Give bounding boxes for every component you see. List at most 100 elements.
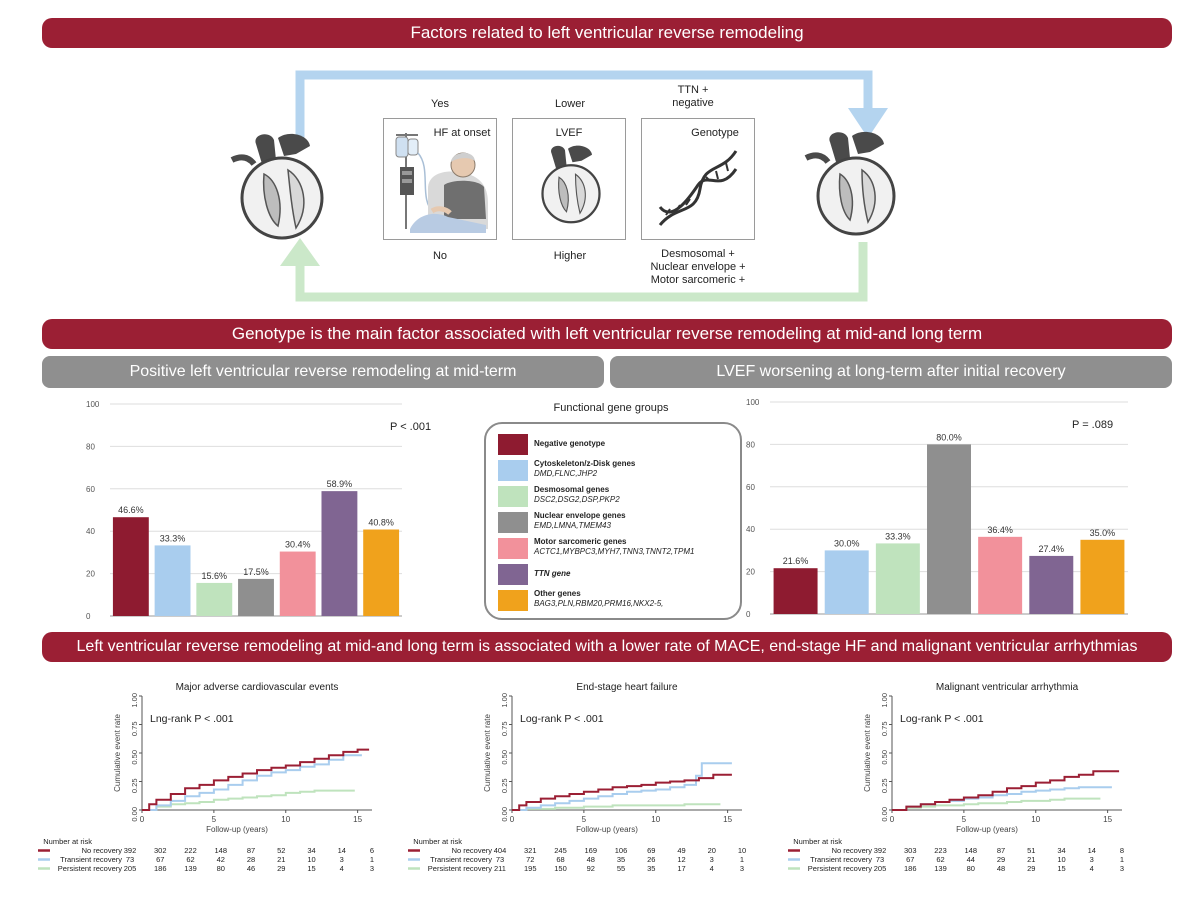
risk-value: 73 [876,855,884,864]
risk-value: 87 [247,846,255,855]
risk-value: 48 [997,864,1005,873]
risk-value: 4 [710,864,714,873]
legend-title: Functional gene groups [553,402,669,414]
risk-value: 3 [710,855,714,864]
km-y-tick-label: 0.50 [880,750,889,765]
risk-value: 4 [340,864,344,873]
km-y-tick-label: 1.00 [500,693,509,708]
legend-item: TTN gene [498,562,738,588]
km-chart-end-stage-hf: End-stage heart failure Log-rank P < .001… [408,682,746,873]
panel-right-title: LVEF worsening at long-term after initia… [610,356,1172,388]
legend-item: Nuclear envelope genes EMD,LMNA,TMEM43 [498,510,738,536]
km-y-tick-label: 0.00 [500,807,509,822]
bar-0 [112,517,149,616]
km-y-tick-label: 0.25 [130,779,139,794]
bar-6 [363,529,400,616]
risk-value: 44 [967,855,975,864]
bar-value-label: 40.8% [368,518,394,528]
hf-bottom-label: No [432,250,448,262]
arrow-worse-path [295,70,873,148]
km-x-tick-label: 10 [651,815,660,824]
genotype-bottom-nuclear: Nuclear envelope + [650,261,746,273]
km-x-tick-label: 15 [1103,815,1112,824]
bar-value-label: 30.4% [285,540,311,550]
legend-genes: EMD,LMNA,TMEM43 [534,521,611,530]
km-logrank: Lng-rank P < .001 [150,713,234,725]
risk-value: 303 [904,846,917,855]
risk-row-name: No recovery [82,846,123,855]
bar-1 [824,550,869,614]
km-x-label: Follow-up (years) [206,825,268,834]
km-title: Malignant ventricular arrhythmia [936,682,1079,693]
bar-value-label: 30.0% [834,538,860,548]
lvef-bottom-label: Higher [553,250,587,262]
y-tick-label: 0 [746,610,751,619]
banner-factors: Factors related to left ventricular reve… [42,18,1172,48]
bar-5 [321,491,358,616]
legend-item: Motor sarcomeric genes ACTC1,MYBPC3,MYH7,… [498,536,738,562]
risk-value: 3 [740,864,744,873]
km-y-tick-label: 0.75 [130,722,139,737]
risk-row-name: Transient recovery [810,855,872,864]
lvef-top-label: Lower [555,98,585,110]
risk-value: 26 [647,855,655,864]
km-title: End-stage heart failure [576,682,678,693]
legend-label: Nuclear envelope genes [534,511,626,520]
km-y-tick-label: 0.75 [880,722,889,737]
km-chart-arrhythmia: Malignant ventricular arrhythmia Log-rank… [788,682,1124,873]
y-tick-label: 40 [746,525,755,534]
risk-value: 6 [370,846,374,855]
genotype-top-label: TTN + negative [672,84,714,109]
arrow-better-head [280,238,320,266]
risk-value: 10 [738,846,746,855]
risk-value: 3 [370,864,374,873]
y-tick-label: 80 [746,440,755,449]
risk-value: 68 [556,855,564,864]
y-tick-label: 20 [86,570,95,579]
bar-chart-left: 100 80 60 40 20 0 46.6% 33.3% 15.6% 17.5% 30.4% 58.… [86,400,431,621]
risk-value: 87 [997,846,1005,855]
risk-row-name: Persistent recovery [58,864,122,873]
bar-value-label: 27.4% [1039,544,1065,554]
y-tick-label: 100 [86,400,100,409]
bar-4 [978,536,1023,614]
km-y-label: Cumulative event rate [113,714,122,792]
risk-value: 148 [964,846,977,855]
risk-value: 14 [1088,846,1096,855]
risk-value: 67 [906,855,914,864]
risk-value: 49 [677,846,685,855]
legend-swatch [498,434,528,455]
heart-lvef-icon [541,145,601,224]
bar-2 [196,582,233,616]
risk-row-name: Persistent recovery [808,864,872,873]
risk-value: 211 [494,864,506,873]
risk-value: 186 [904,864,917,873]
risk-row-name: Transient recovery [430,855,492,864]
km-x-tick-label: 5 [212,815,217,824]
risk-value: 4 [1090,864,1094,873]
risk-value: 10 [307,855,315,864]
risk-value: 205 [124,864,137,873]
risk-value: 12 [677,855,685,864]
risk-value: 15 [1057,864,1065,873]
bar-value-label: 33.3% [885,531,911,541]
y-tick-label: 0 [86,612,91,621]
y-tick-label: 100 [746,398,760,407]
legend-item: Desmosomal genes DSC2,DSG2,DSP,PKP2 [498,484,738,510]
legend-label: Cytoskeleton/z-Disk genes [534,459,636,468]
risk-value: 73 [496,855,504,864]
legend-genes: BAG3,PLN,RBM20,PRM16,NKX2-5, [534,599,664,608]
bar-4 [279,551,316,616]
km-y-label: Cumulative event rate [863,714,872,792]
banner-genotype: Genotype is the main factor associated w… [42,319,1172,349]
km-y-tick-label: 0.00 [880,807,889,822]
arrow-better-path [295,242,868,302]
legend-label: TTN gene [534,569,571,578]
panel-left-title: Positive left ventricular reverse remode… [42,356,604,388]
risk-value: 29 [277,864,285,873]
risk-value: 392 [874,846,887,855]
risk-row-name: Persistent recovery [428,864,492,873]
risk-value: 69 [647,846,655,855]
km-y-tick-label: 0.50 [130,750,139,765]
p-value-annotation: P = .089 [1072,419,1113,431]
